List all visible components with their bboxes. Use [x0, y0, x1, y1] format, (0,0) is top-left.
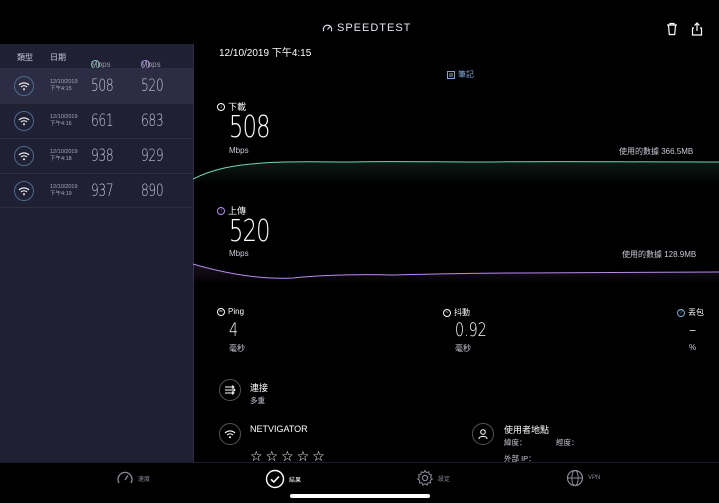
download-graph [193, 161, 719, 185]
result-download: 661 [91, 111, 114, 131]
home-indicator[interactable] [290, 494, 430, 498]
download-unit: Mbps [229, 146, 249, 155]
notes-label: 筆記 [458, 70, 474, 79]
result-row[interactable]: 12/10/2019 下午4:15 508 520 [0, 68, 193, 103]
share-icon[interactable] [690, 22, 704, 36]
tab-vpn[interactable]: VPN [566, 469, 600, 487]
result-upload: 683 [141, 111, 164, 131]
speedometer-icon [117, 471, 133, 484]
upload-value: 520 [229, 214, 270, 249]
tab-speed-label: 速度 [138, 476, 151, 483]
result-date: 12/10/2019 下午4:16 [50, 114, 78, 127]
download-value: 508 [229, 110, 270, 145]
latitude-label: 緯度： [504, 438, 527, 447]
ping-icon: ≈ [217, 307, 225, 316]
ping-label: ≈ Ping [217, 307, 244, 316]
tab-results-label: 結果 [289, 477, 302, 484]
packet-loss-unit: % [689, 343, 697, 352]
wifi-icon [219, 423, 241, 445]
external-ip-label: 外部 IP： [504, 454, 536, 463]
results-sidebar: 類型 日期 ↓ Mbps ↑ Mbps 12/10/2019 下午4:15 508 5… [0, 44, 194, 462]
connections-icon [219, 379, 241, 401]
jitter-label: ~ 抖動 [443, 307, 470, 318]
globe-icon [566, 469, 584, 487]
header-date: 日期 [50, 53, 66, 62]
header-type: 類型 [17, 53, 33, 62]
results-header: 類型 日期 ↓ Mbps ↑ Mbps [0, 44, 193, 69]
ping-value: 4 [229, 319, 239, 341]
isp-rating-stars[interactable]: ☆☆☆☆☆ [250, 448, 328, 464]
download-arrow-icon: ↓ [217, 102, 225, 111]
ping-unit: 毫秒 [229, 344, 245, 353]
help-icon[interactable]: ? [677, 308, 685, 317]
result-upload: 890 [141, 181, 164, 201]
download-unit: Mbps [91, 60, 111, 69]
result-download: 937 [91, 181, 114, 201]
brand-name: SPEEDTEST [337, 22, 412, 34]
app-brand: SPEEDTEST [322, 22, 411, 34]
result-download: 938 [91, 146, 114, 166]
checkmark-circle-icon [265, 469, 285, 489]
note-icon [447, 70, 455, 79]
upload-unit: Mbps [141, 60, 161, 69]
tab-speed[interactable]: 速度 [116, 469, 150, 487]
upload-graph [193, 263, 719, 284]
jitter-value: 0.92 [455, 319, 487, 341]
isp-name: NETVIGATOR [250, 424, 308, 434]
tab-settings[interactable]: 設定 [416, 469, 450, 487]
download-data-used: 使用的數據 366.5MB [619, 147, 694, 156]
wifi-icon [14, 111, 34, 131]
upload-data-used: 使用的數據 128.9MB [622, 250, 697, 259]
result-row[interactable]: 12/10/2019 下午4:16 661 683 [0, 103, 193, 138]
wifi-icon [14, 76, 34, 96]
wifi-icon [14, 146, 34, 166]
result-date: 12/10/2019 下午4:15 [50, 79, 78, 92]
tab-vpn-label: VPN [588, 475, 601, 481]
result-upload: 520 [141, 76, 164, 96]
result-row[interactable]: 12/10/2019 下午4:18 938 929 [0, 138, 193, 173]
top-bar: SPEEDTEST [0, 0, 719, 44]
user-location-title: 使用者地點 [504, 425, 550, 435]
result-download: 508 [91, 76, 114, 96]
result-upload: 929 [141, 146, 164, 166]
packet-loss-label[interactable]: ? 丟包 [677, 307, 704, 318]
longitude-label: 經度： [556, 438, 579, 447]
result-date: 12/10/2019 下午4:18 [50, 149, 78, 162]
notes-button[interactable]: 筆記 [447, 69, 474, 80]
upload-label: ↑ 上傳 [217, 204, 246, 217]
connections-title: 連接 [250, 383, 269, 393]
result-datetime: 12/10/2019 下午4:15 [219, 48, 312, 59]
upload-arrow-icon: ↑ [217, 206, 225, 215]
packet-loss-value: – [689, 319, 697, 341]
user-icon [472, 423, 494, 445]
connections-value: 多重 [250, 396, 265, 405]
wifi-icon [14, 181, 34, 201]
speedometer-icon [322, 24, 333, 32]
download-label: ↓ 下載 [217, 100, 246, 113]
jitter-unit: 毫秒 [455, 344, 471, 353]
trash-icon[interactable] [665, 22, 679, 36]
result-row[interactable]: 12/10/2019 下午4:19 937 890 [0, 173, 193, 208]
gear-icon [416, 469, 434, 486]
tab-results[interactable]: 結果 [265, 469, 301, 489]
tab-settings-label: 設定 [438, 476, 451, 483]
upload-unit: Mbps [229, 249, 249, 258]
jitter-icon: ~ [443, 308, 451, 317]
result-date: 12/10/2019 下午4:19 [50, 184, 78, 197]
